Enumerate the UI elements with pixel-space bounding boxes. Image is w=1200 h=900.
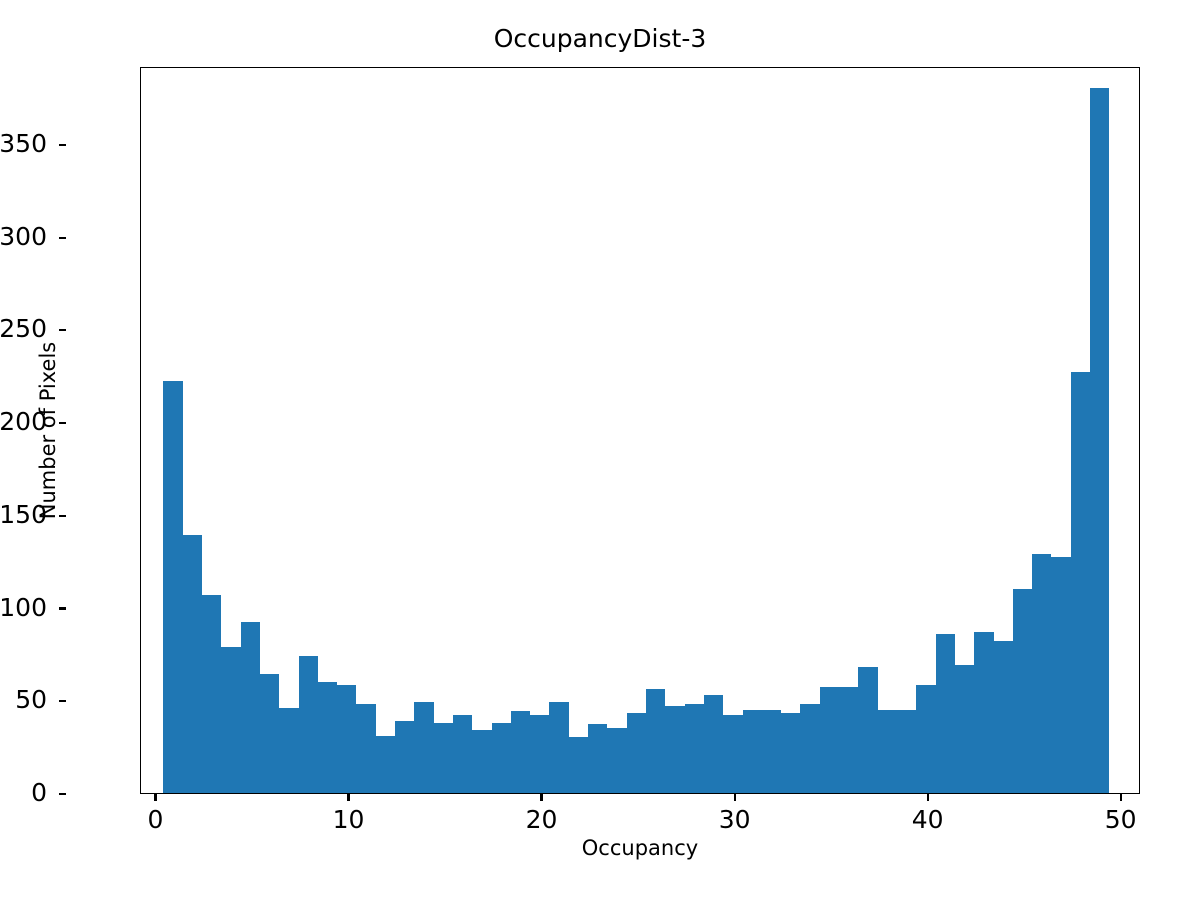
y-tick-label: 100 xyxy=(0,592,47,622)
histogram-bar xyxy=(665,705,685,793)
histogram-bar xyxy=(723,715,743,793)
histogram-bar xyxy=(1051,557,1071,793)
histogram-bar xyxy=(375,735,396,793)
y-tick-label: 50 xyxy=(15,685,47,715)
x-axis-label: Occupancy xyxy=(581,836,699,860)
x-tick-mark xyxy=(347,794,350,801)
histogram-bar xyxy=(472,729,492,793)
histogram-bar xyxy=(588,724,608,793)
histogram-bar xyxy=(182,535,202,793)
x-tick-mark xyxy=(926,794,929,801)
histogram-bar xyxy=(298,655,318,793)
y-tick-label: 300 xyxy=(0,221,47,251)
histogram-bar xyxy=(607,728,627,793)
histogram-bar xyxy=(491,722,511,793)
x-tick-mark xyxy=(1119,794,1122,801)
x-tick-label: 10 xyxy=(332,805,365,834)
y-tick-mark xyxy=(59,329,66,332)
histogram-bar xyxy=(356,703,376,793)
x-tick-label: 20 xyxy=(525,805,558,834)
histogram-bar xyxy=(954,665,975,793)
histogram-bar xyxy=(452,715,473,793)
chart-title: OccupancyDist-3 xyxy=(493,24,707,53)
histogram-bar xyxy=(568,737,589,793)
histogram-bar xyxy=(549,702,569,793)
histogram-bar xyxy=(1032,553,1052,793)
histogram-bars xyxy=(141,68,1139,793)
histogram-bar xyxy=(839,687,859,793)
y-tick-mark xyxy=(59,236,66,239)
histogram-bar xyxy=(761,709,782,793)
histogram-bar xyxy=(202,594,222,793)
histogram-bar xyxy=(896,709,917,793)
y-tick-label: 200 xyxy=(0,407,47,437)
histogram-bar xyxy=(916,685,936,793)
histogram-bar xyxy=(433,722,453,793)
histogram-bar xyxy=(742,709,762,793)
histogram-bar xyxy=(510,711,531,793)
x-tick-label: 40 xyxy=(911,805,944,834)
y-tick-mark xyxy=(59,143,66,146)
y-tick-label: 0 xyxy=(31,778,47,807)
x-tick-label: 0 xyxy=(147,805,164,834)
histogram-bar xyxy=(1012,589,1033,793)
y-axis-label: Number of Pixels xyxy=(36,341,60,520)
histogram-bar xyxy=(646,689,666,793)
histogram-bar xyxy=(684,703,704,793)
histogram-bar xyxy=(819,687,840,793)
histogram-bar xyxy=(317,681,338,793)
y-tick-mark xyxy=(59,607,66,610)
x-tick-label: 50 xyxy=(1104,805,1137,834)
plot-axes xyxy=(140,67,1140,794)
histogram-bar xyxy=(279,707,299,793)
histogram-bar xyxy=(877,709,897,793)
histogram-bar xyxy=(530,715,550,793)
x-tick-label: 30 xyxy=(718,805,751,834)
x-tick-mark xyxy=(154,794,157,801)
histogram-bar xyxy=(240,622,260,793)
histogram-bar xyxy=(1070,372,1091,793)
histogram-bar xyxy=(703,694,724,793)
y-tick-label: 350 xyxy=(0,128,47,158)
histogram-bar xyxy=(414,702,434,793)
histogram-bar xyxy=(163,381,183,793)
y-tick-mark xyxy=(59,700,66,703)
histogram-bar xyxy=(858,666,878,793)
histogram-bar xyxy=(259,674,280,793)
y-tick-label: 250 xyxy=(0,314,47,344)
histogram-bar xyxy=(993,640,1013,793)
histogram-bar xyxy=(337,685,357,793)
histogram-bar xyxy=(800,703,820,793)
y-tick-label: 150 xyxy=(0,499,47,529)
histogram-bar xyxy=(974,631,994,793)
histogram-bar xyxy=(781,713,801,793)
x-tick-mark xyxy=(540,794,543,801)
histogram-bar xyxy=(221,646,241,793)
y-tick-mark xyxy=(59,792,66,796)
y-tick-mark xyxy=(59,421,66,425)
histogram-bar xyxy=(935,633,955,793)
y-tick-mark xyxy=(59,514,66,517)
x-tick-mark xyxy=(733,794,736,801)
histogram-bar xyxy=(1090,88,1110,793)
histogram-bar xyxy=(626,713,646,793)
histogram-bar xyxy=(395,720,415,793)
